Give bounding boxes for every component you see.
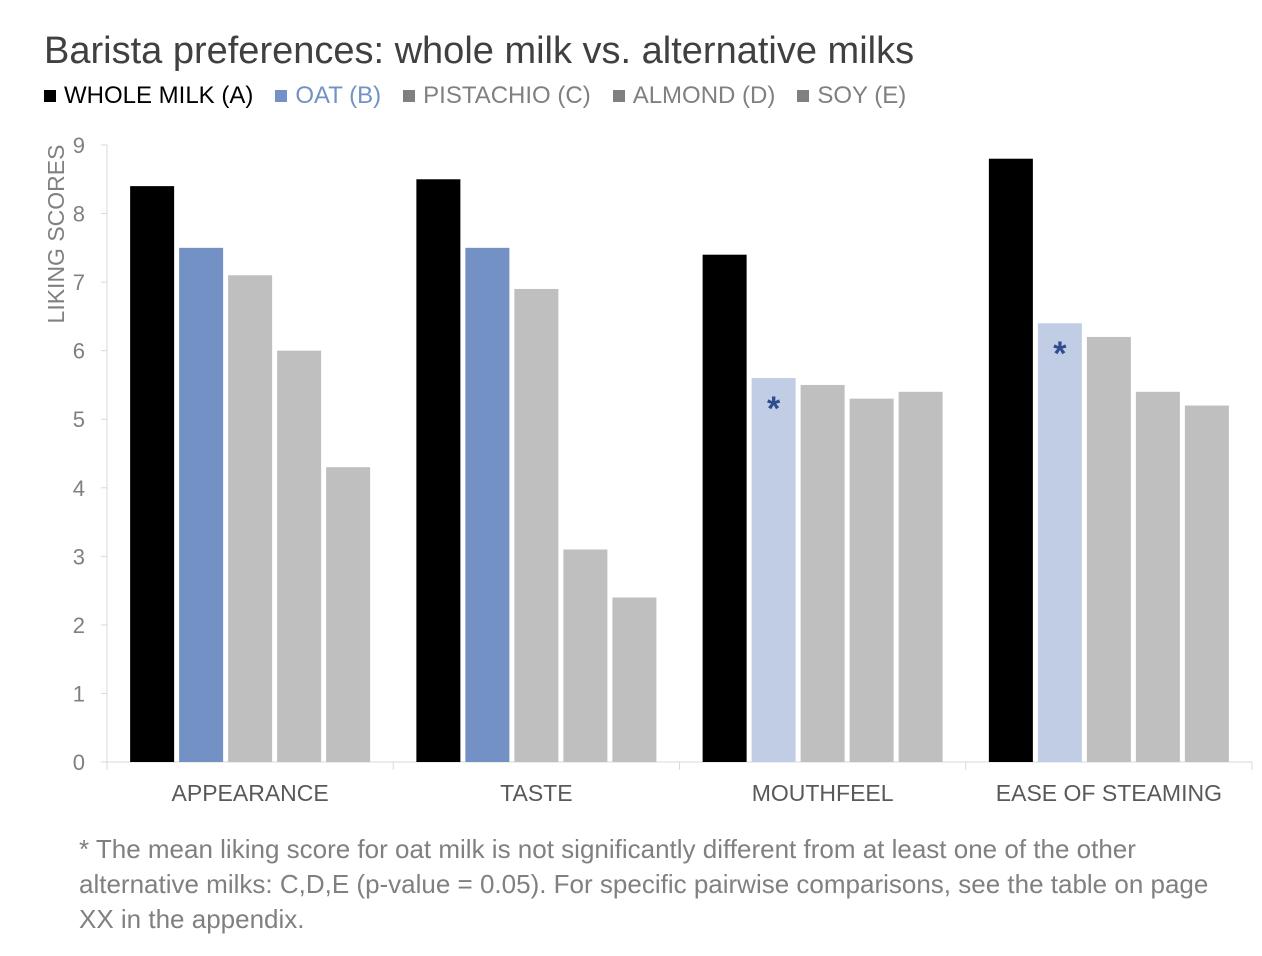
bar (702, 254, 747, 762)
bar (898, 391, 943, 762)
legend-swatch (612, 90, 625, 102)
bar (416, 179, 461, 762)
legend-swatch (797, 90, 810, 102)
y-tick-label: 0 (73, 750, 85, 775)
legend-label: OAT (B) (295, 82, 382, 109)
bar (228, 275, 273, 762)
y-tick-label: 9 (73, 133, 85, 158)
bar (1135, 391, 1180, 762)
y-tick-label: 6 (73, 339, 85, 364)
x-category-label: MOUTHFEEL (752, 780, 894, 806)
y-tick-label: 8 (73, 202, 85, 227)
legend-item: SOY (E) (797, 82, 906, 110)
legend-swatch (275, 90, 288, 102)
bar (514, 288, 559, 762)
legend-swatch (403, 90, 416, 102)
y-tick-label: 1 (73, 681, 85, 706)
bar (326, 467, 371, 762)
legend-swatch (44, 90, 56, 102)
significance-marker: * (1053, 335, 1067, 373)
x-category-label: TASTE (500, 780, 572, 806)
legend-label: WHOLE MILK (A) (64, 82, 254, 109)
bar (465, 247, 510, 763)
bar (800, 384, 845, 762)
legend-item: ALMOND (D) (612, 82, 776, 110)
legend-item: PISTACHIO (C) (403, 82, 591, 110)
y-axis-label: LIKING SCORES (43, 145, 69, 324)
bar (179, 247, 224, 763)
x-category-label: EASE OF STEAMING (996, 780, 1222, 806)
x-category-label: APPEARANCE (172, 780, 329, 806)
y-tick-label: 7 (73, 270, 85, 295)
y-tick-label: 4 (73, 476, 85, 501)
bar (277, 350, 322, 762)
bar (849, 398, 894, 762)
footnote: * The mean liking score for oat milk is … (79, 834, 1209, 934)
bar (1184, 405, 1229, 762)
bar (1037, 323, 1082, 762)
y-tick-label: 5 (73, 407, 85, 432)
y-tick-label: 2 (73, 613, 85, 638)
legend-item: OAT (B) (275, 82, 381, 110)
chart-legend: WHOLE MILK (A) OAT (B) PISTACHIO (C) ALMOND… (44, 82, 928, 110)
chart-title: Barista preferences: whole milk vs. alte… (44, 30, 915, 72)
significance-marker: * (767, 390, 781, 428)
legend-label: ALMOND (D) (632, 82, 776, 109)
bar (612, 597, 657, 762)
y-tick-label: 3 (73, 544, 85, 569)
legend-label: PISTACHIO (C) (423, 82, 591, 109)
legend-item: WHOLE MILK (A) (44, 82, 253, 110)
bar (130, 186, 175, 763)
bar (751, 378, 796, 762)
bar (988, 158, 1033, 762)
legend-label: SOY (E) (817, 82, 907, 109)
bar (563, 549, 608, 762)
bar (1086, 336, 1131, 762)
